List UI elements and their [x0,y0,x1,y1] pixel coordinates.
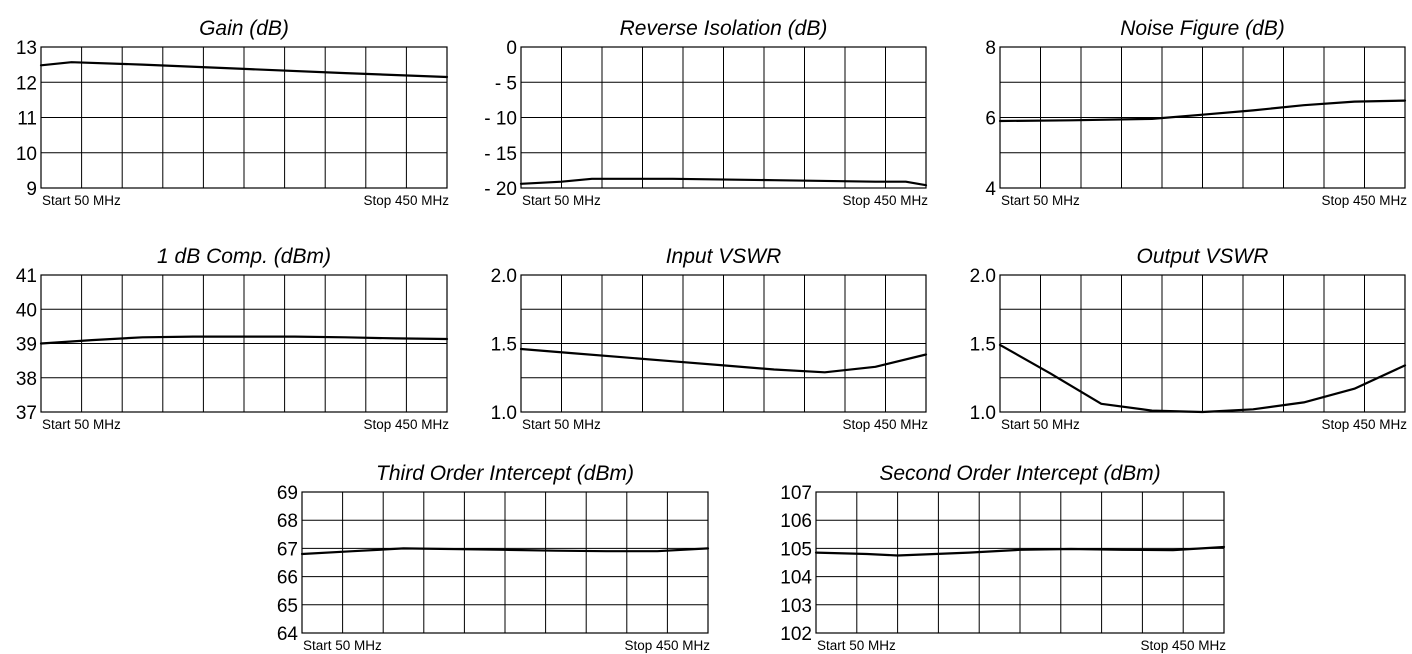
series-line [519,177,928,187]
plot-frame [999,46,1406,189]
y-tick-label: 69 [277,483,298,504]
y-tick-label: 2.0 [970,266,996,287]
chart-title: Input VSWR [666,245,782,268]
y-tick-label: 4 [985,179,996,200]
x-stop-label: Stop 450 MHz [1321,193,1407,208]
series-line [39,335,449,345]
plot-frame [520,46,927,189]
y-tick-label: 105 [780,539,812,560]
series-line [519,347,928,374]
y-tick-label: 40 [16,300,37,321]
series-line [814,545,1226,557]
chart-title: Output VSWR [1137,245,1269,268]
chart-title: 1 dB Comp. (dBm) [157,245,331,268]
y-tick-label: 38 [16,369,37,390]
series-line [300,547,710,556]
y-tick-label: 1.0 [970,403,996,424]
series-line [998,343,1407,414]
plot-frame [520,274,927,413]
x-stop-label: Stop 450 MHz [1321,417,1407,432]
y-tick-label: 64 [277,624,299,645]
y-tick-label: 104 [780,568,812,589]
y-tick-label: 2.0 [491,266,517,287]
x-start-label: Start 50 MHz [522,193,601,208]
y-tick-label: - 20 [484,179,517,200]
x-start-label: Start 50 MHz [42,417,121,432]
plot-frame [40,46,448,189]
y-tick-label: 41 [16,266,37,287]
y-tick-label: 1.0 [491,403,517,424]
y-tick-label: 65 [277,596,298,617]
plot-frame [815,491,1225,634]
y-tick-label: 13 [16,38,37,59]
y-tick-label: 9 [26,179,37,200]
y-tick-label: 12 [16,73,37,94]
x-start-label: Start 50 MHz [1001,417,1080,432]
y-tick-label: 37 [16,403,37,424]
y-tick-label: 8 [985,38,996,59]
chart-title: Third Order Intercept (dBm) [376,462,634,485]
chart-title: Reverse Isolation (dB) [620,17,828,40]
y-tick-label: 39 [16,335,37,356]
x-stop-label: Stop 450 MHz [363,193,449,208]
y-tick-label: - 10 [484,109,517,130]
series-line [998,99,1407,123]
y-tick-label: 0 [506,38,517,59]
y-tick-label: 6 [985,109,996,130]
y-tick-label: 1.5 [970,335,996,356]
chart-title: Noise Figure (dB) [1120,17,1285,40]
x-stop-label: Stop 450 MHz [842,417,928,432]
y-tick-label: 107 [780,483,812,504]
y-tick-label: 10 [16,144,37,165]
x-start-label: Start 50 MHz [817,638,896,653]
x-stop-label: Stop 450 MHz [1140,638,1226,653]
y-tick-label: - 15 [484,144,517,165]
y-tick-label: 103 [780,596,812,617]
x-stop-label: Stop 450 MHz [842,193,928,208]
x-start-label: Start 50 MHz [1001,193,1080,208]
series-line [39,61,449,79]
chart-title: Gain (dB) [199,17,289,40]
y-tick-label: 11 [17,109,37,130]
x-start-label: Start 50 MHz [303,638,382,653]
y-tick-label: 1.5 [491,335,517,356]
y-tick-label: 68 [277,511,298,532]
y-tick-label: 67 [277,539,298,560]
chart-title: Second Order Intercept (dBm) [879,462,1160,485]
x-stop-label: Stop 450 MHz [363,417,449,432]
y-tick-label: - 5 [495,73,517,94]
y-tick-label: 66 [277,568,298,589]
plot-frame [301,491,709,634]
x-stop-label: Stop 450 MHz [624,638,710,653]
x-start-label: Start 50 MHz [522,417,601,432]
y-tick-label: 106 [780,511,812,532]
y-tick-label: 102 [780,624,812,645]
x-start-label: Start 50 MHz [42,193,121,208]
